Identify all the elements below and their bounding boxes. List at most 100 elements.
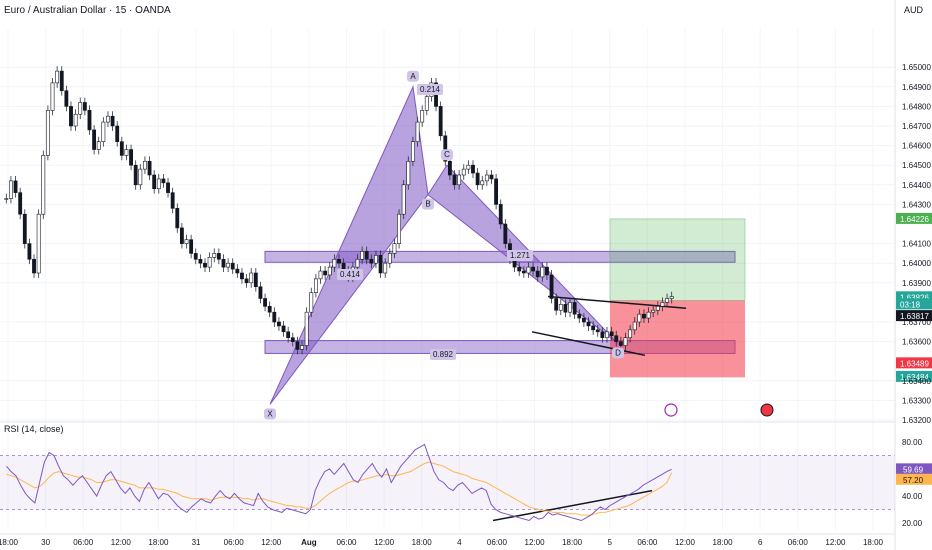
candle-body [87,110,92,131]
candle-body [651,309,656,313]
candle-body [32,258,36,274]
x-tick-label: 31 [192,538,201,547]
y-tick-label: 1.64400 [902,181,931,190]
candle-body [392,243,397,254]
candle-body [475,172,480,186]
x-tick-label: 06:00 [487,538,508,547]
candle-body [549,274,554,299]
candle-body [452,174,457,186]
x-tick-label: 5 [608,538,613,547]
candle-body [166,182,170,193]
candle-body [240,272,244,280]
candle-body [253,272,258,288]
y-tick-label: 1.63600 [902,338,931,347]
candle-body [170,192,175,209]
candle-body [447,160,452,176]
x-tick-label: 18:00 [0,538,19,547]
rsi-ma-line [6,461,673,516]
candle-body [614,335,619,342]
ratio-label: 1.271 [510,251,531,260]
candle-body [628,329,633,338]
x-tick-label: Aug [301,538,317,547]
candle-body [281,325,286,333]
y-tick-label: 1.64800 [902,102,931,111]
candle-body [660,302,665,307]
x-tick-label: 06:00 [637,538,658,547]
candle-body [591,325,596,331]
x-tick-label: 18:00 [562,538,583,547]
pattern-point-badge [407,70,419,82]
candle-body [41,155,46,215]
candle-body [535,270,540,278]
wedge-lower-line [531,331,646,357]
candle-body [337,258,341,264]
x-tick-label: 12:00 [675,538,696,547]
y-tick-label: 1.63700 [902,318,931,327]
y-tick-label: 1.65000 [902,63,931,72]
countdown-price-badge [896,298,932,310]
x-tick-label: 06:00 [224,538,245,547]
candle-body [69,106,73,127]
candle-body [600,331,605,338]
candle-body [258,286,263,299]
candle-body [55,70,60,84]
candle-body [595,329,600,333]
y-tick-label: 1.64100 [902,240,931,249]
candle-body [4,198,9,200]
pattern-point-badge [264,408,276,420]
candle-body [655,306,660,311]
stop-zone [610,300,745,378]
candle-body [503,223,508,244]
candle-body [637,313,642,323]
candle-body [568,302,572,313]
rsi-line [6,443,672,522]
candle-body [471,164,475,174]
x-tick-label: 18:00 [148,538,169,547]
ratio-badge [430,349,456,360]
pattern-point-badge [422,198,434,210]
rsi-series [6,443,673,522]
candle-body [244,278,249,284]
pattern-point-label: B [425,200,430,209]
candle-body [92,129,97,150]
candle-body [9,180,13,199]
candle-body [415,121,420,142]
candle-body [581,317,586,323]
candle-body [309,292,314,313]
pattern-point-badge [441,149,453,161]
pattern-point-badge [612,347,624,359]
rsi-title: RSI (14, close) [4,424,64,434]
candle-body [420,110,425,123]
candle-body [115,125,120,142]
rsi-band-fill [0,455,895,510]
candle-body [216,253,221,260]
candle-body [221,258,226,268]
y-tick-label: 1.64500 [902,161,931,170]
candle-body [138,168,143,186]
candle-body [27,243,32,260]
candle-body [161,178,166,184]
candle-body [466,164,471,170]
current-price-label: 1.63817 [900,312,929,321]
candle-body [226,262,231,268]
candle-body [521,270,526,274]
candle-body [374,255,378,264]
candle-body [96,141,101,150]
candle-body [554,298,559,311]
candle-body [586,321,591,327]
candle-body [290,337,295,342]
candle-body [45,110,50,156]
y-tick-label: 1.64000 [902,259,931,268]
candle-body [577,313,582,319]
candle-body [646,311,651,319]
x-tick-label: 12:00 [261,538,282,547]
flag-icon [760,403,774,417]
candle-body [235,268,240,274]
y-tick-label: 1.64600 [902,142,931,151]
candle-body [78,102,83,115]
target-price-label: 1.64226 [900,215,929,224]
ratio-label: 0.892 [433,350,454,359]
candle-body [304,311,309,346]
